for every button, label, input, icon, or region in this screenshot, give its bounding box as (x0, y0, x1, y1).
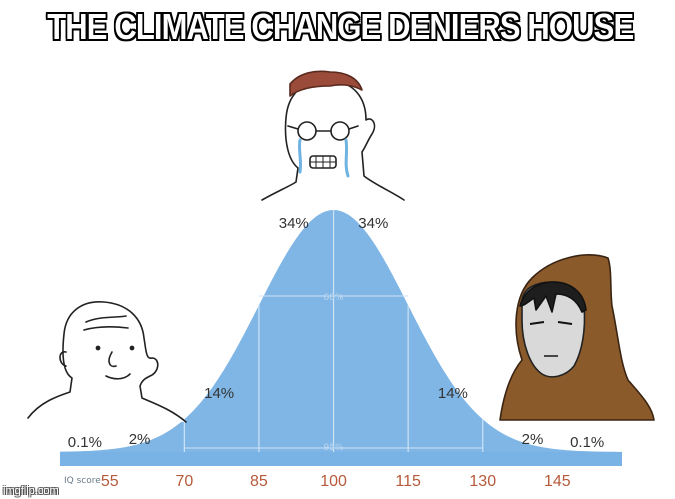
band-percent-label: 2% (522, 431, 544, 448)
x-tick-label: 70 (175, 473, 193, 490)
x-tick-label: 145 (544, 473, 571, 490)
nerd-tears-icon (297, 138, 350, 178)
nerd-body-icon (261, 79, 405, 201)
band-percent-label: 0.1% (570, 434, 604, 451)
left-character (27, 301, 187, 423)
wojak-nose-icon (108, 351, 117, 368)
band-percent-label: 34% (279, 215, 309, 232)
inner-percent-label: 95% (324, 443, 344, 453)
wojak-brow-icon (83, 315, 129, 331)
wojak-ear-icon (59, 351, 67, 367)
x-tick-label: 115 (395, 473, 421, 490)
band-percent-label: 34% (358, 215, 388, 232)
x-tick-label: 100 (320, 473, 347, 490)
band-percent-label: 14% (438, 385, 468, 402)
nerd-hair-icon (289, 70, 363, 97)
hooded-hair-icon (519, 281, 587, 313)
wojak-eye-icon (129, 345, 135, 351)
right-character (499, 254, 655, 421)
band-percent-label: 0.1% (68, 434, 102, 451)
nerd-glasses-bridge-icon (287, 125, 359, 132)
band-percent-label: 2% (129, 431, 151, 448)
imgflip-watermark: imgflip.com (3, 485, 59, 497)
wojak-mouth-icon (105, 373, 131, 380)
hooded-eyes-icon (529, 321, 573, 325)
inner-percent-label: 68% (324, 293, 344, 303)
x-axis-label: IQ score (64, 476, 101, 486)
wojak-eye-icon (95, 345, 101, 351)
wojak-body-icon (27, 301, 187, 423)
bell-curve-area (60, 210, 622, 452)
meme-title: THE CLIMATE CHANGE DENIERS HOUSE (47, 6, 634, 47)
x-tick-label: 85 (250, 473, 268, 490)
band-percent-label: 14% (204, 385, 234, 402)
middle-character (261, 70, 405, 201)
x-axis-band (60, 452, 622, 466)
x-tick-label: 55 (101, 473, 119, 490)
x-tick-label: 130 (469, 473, 496, 490)
nerd-teeth-lines-icon (309, 155, 337, 169)
